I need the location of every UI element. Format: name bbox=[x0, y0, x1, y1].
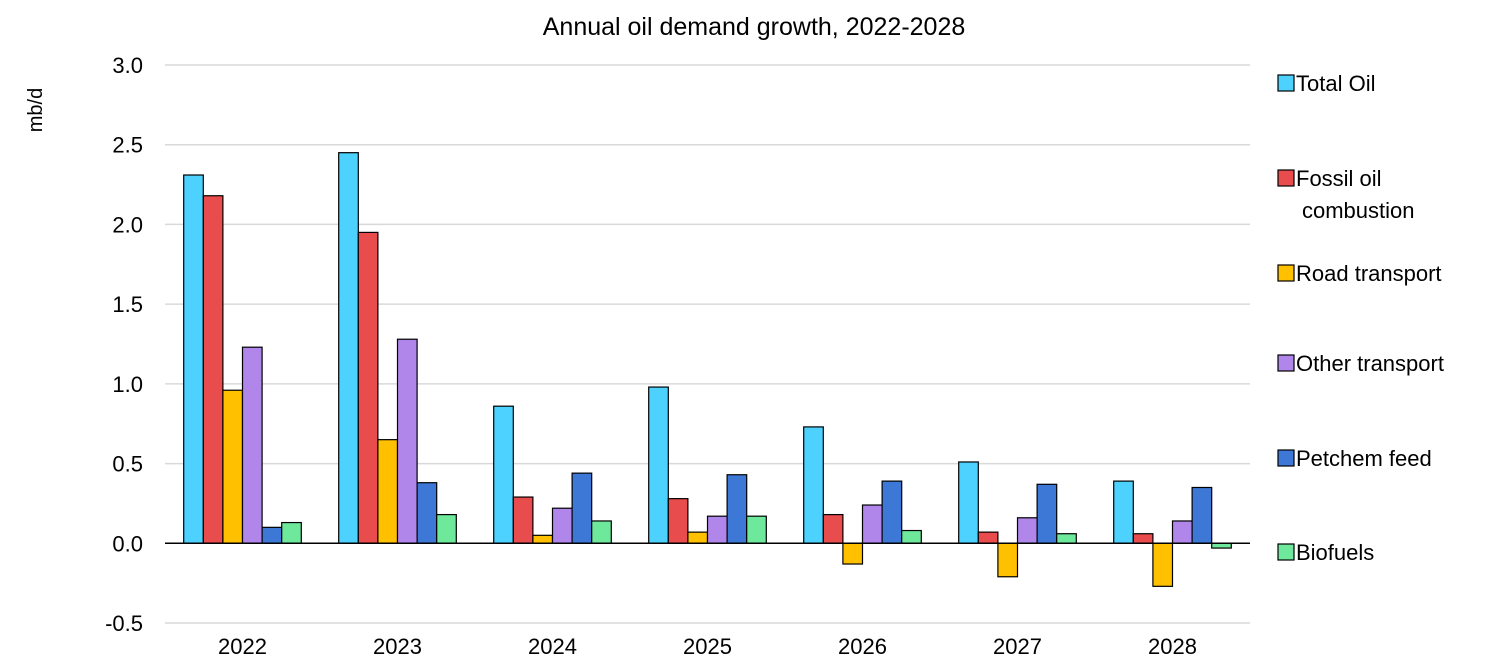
bar-total-oil-2025 bbox=[648, 386, 669, 544]
legend-swatch bbox=[1277, 74, 1295, 92]
legend-swatch bbox=[1277, 354, 1295, 372]
bar-petchem-feed-2025 bbox=[726, 474, 748, 544]
y-tick-labels: 3.0 2.5 2.0 1.5 1.0 0.5 0.0 -0.5 bbox=[105, 53, 143, 636]
legend-swatch bbox=[1277, 449, 1295, 467]
bar-biofuels-2023 bbox=[436, 513, 457, 544]
bar-other-transport-2022 bbox=[241, 346, 263, 544]
bar-petchem-feed-2027 bbox=[1036, 483, 1058, 544]
legend-item: Biofuels bbox=[1277, 540, 1374, 565]
bar-total-oil-2023 bbox=[338, 152, 359, 544]
bar-total-oil-2027 bbox=[958, 461, 979, 544]
legend-label: Biofuels bbox=[1296, 540, 1374, 565]
legend-item: Fossil oil combustion bbox=[1277, 166, 1415, 223]
x-tick-label: 2024 bbox=[528, 634, 577, 659]
legend: Total Oil Fossil oil combustion Road transp… bbox=[1277, 71, 1444, 565]
legend-item: Other transport bbox=[1277, 351, 1444, 376]
x-tick-labels: 2022 2023 2024 2025 2026 2027 2028 bbox=[218, 634, 1197, 659]
bar-biofuels-2022 bbox=[281, 521, 302, 544]
bar-total-oil-2024 bbox=[493, 405, 514, 544]
bars bbox=[183, 152, 1232, 587]
legend-label: Petchem feed bbox=[1296, 446, 1432, 471]
bar-other-transport-2027 bbox=[1016, 517, 1038, 544]
bar-biofuels-2025 bbox=[746, 515, 767, 544]
bar-total-oil-2022 bbox=[183, 174, 204, 544]
bar-road-transport-2024 bbox=[532, 534, 554, 544]
bar-road-transport-2028 bbox=[1152, 542, 1174, 587]
bar-total-oil-2028 bbox=[1113, 480, 1134, 544]
y-tick-label: -0.5 bbox=[105, 611, 143, 636]
bar-petchem-feed-2022 bbox=[261, 526, 283, 544]
bar-petchem-feed-2026 bbox=[881, 480, 903, 544]
bar-petchem-feed-2023 bbox=[416, 482, 438, 544]
bar-petchem-feed-2024 bbox=[571, 472, 593, 544]
bar-road-transport-2023 bbox=[377, 439, 399, 544]
bar-road-transport-2025 bbox=[687, 531, 709, 544]
bar-petchem-feed-2028 bbox=[1191, 486, 1213, 544]
y-tick-label: 0.0 bbox=[112, 531, 143, 556]
legend-item: Road transport bbox=[1277, 261, 1442, 286]
y-tick-label: 0.5 bbox=[112, 452, 143, 477]
y-tick-label: 1.5 bbox=[112, 292, 143, 317]
y-tick-label: 2.5 bbox=[112, 133, 143, 158]
bar-fossil-oil-combustion-2027 bbox=[977, 531, 999, 544]
legend-item: Total Oil bbox=[1277, 71, 1375, 96]
bar-other-transport-2026 bbox=[861, 504, 883, 544]
bar-fossil-oil-combustion-2028 bbox=[1132, 533, 1154, 544]
x-tick-label: 2023 bbox=[373, 634, 422, 659]
legend-label: Fossil oil combustion bbox=[1296, 166, 1415, 223]
bar-fossil-oil-combustion-2023 bbox=[357, 231, 379, 544]
legend-swatch bbox=[1277, 264, 1295, 282]
legend-swatch bbox=[1277, 169, 1295, 187]
bar-other-transport-2028 bbox=[1171, 520, 1193, 544]
legend-label: Road transport bbox=[1296, 261, 1442, 286]
y-axis-label: mb/d bbox=[25, 88, 47, 132]
bar-road-transport-2026 bbox=[842, 542, 864, 565]
bar-road-transport-2027 bbox=[997, 542, 1019, 578]
bar-fossil-oil-combustion-2022 bbox=[202, 195, 224, 544]
bar-road-transport-2022 bbox=[222, 389, 244, 544]
bar-total-oil-2026 bbox=[803, 426, 824, 544]
bar-fossil-oil-combustion-2024 bbox=[512, 496, 534, 544]
bar-biofuels-2024 bbox=[591, 520, 612, 544]
x-tick-label: 2026 bbox=[838, 634, 887, 659]
legend-item: Petchem feed bbox=[1277, 446, 1432, 471]
x-tick-label: 2022 bbox=[218, 634, 267, 659]
y-tick-label: 2.0 bbox=[112, 212, 143, 237]
legend-label: Other transport bbox=[1296, 351, 1444, 376]
y-tick-label: 1.0 bbox=[112, 372, 143, 397]
legend-label: Total Oil bbox=[1296, 71, 1375, 96]
y-tick-label: 3.0 bbox=[112, 53, 143, 78]
legend-swatch bbox=[1277, 543, 1295, 561]
bar-other-transport-2024 bbox=[551, 507, 573, 544]
chart-title: Annual oil demand growth, 2022-2028 bbox=[543, 13, 966, 41]
bar-biofuels-2027 bbox=[1056, 533, 1077, 544]
bar-fossil-oil-combustion-2025 bbox=[667, 498, 689, 544]
x-tick-label: 2027 bbox=[993, 634, 1042, 659]
bar-biofuels-2026 bbox=[901, 529, 922, 544]
bar-other-transport-2023 bbox=[396, 338, 418, 544]
bar-other-transport-2025 bbox=[706, 515, 728, 544]
x-tick-label: 2025 bbox=[683, 634, 732, 659]
bar-fossil-oil-combustion-2026 bbox=[822, 513, 844, 544]
x-tick-label: 2028 bbox=[1148, 634, 1197, 659]
